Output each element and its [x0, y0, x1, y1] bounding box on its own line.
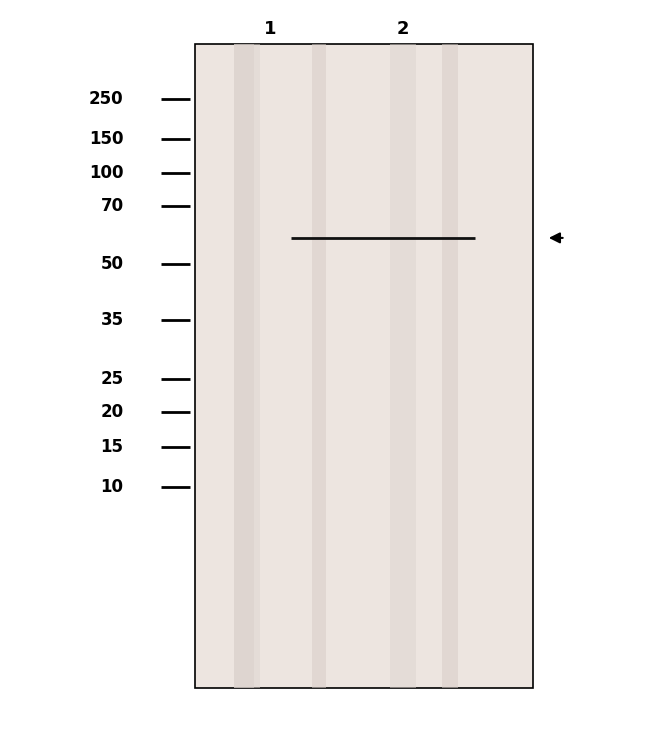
- Text: 100: 100: [89, 165, 124, 182]
- Bar: [195, 44, 533, 688]
- Text: 2: 2: [396, 20, 410, 38]
- Text: 35: 35: [100, 311, 124, 329]
- Bar: [234, 44, 254, 688]
- Text: 250: 250: [89, 90, 124, 108]
- Text: 25: 25: [100, 370, 124, 388]
- Bar: [312, 44, 326, 688]
- Text: 70: 70: [100, 198, 124, 215]
- Text: 50: 50: [101, 255, 124, 272]
- Text: 15: 15: [101, 438, 124, 455]
- Bar: [390, 44, 416, 688]
- Text: 10: 10: [101, 478, 124, 496]
- Text: 20: 20: [100, 403, 124, 421]
- Bar: [234, 44, 260, 688]
- Bar: [442, 44, 458, 688]
- Text: 1: 1: [263, 20, 276, 38]
- Text: 150: 150: [89, 130, 124, 148]
